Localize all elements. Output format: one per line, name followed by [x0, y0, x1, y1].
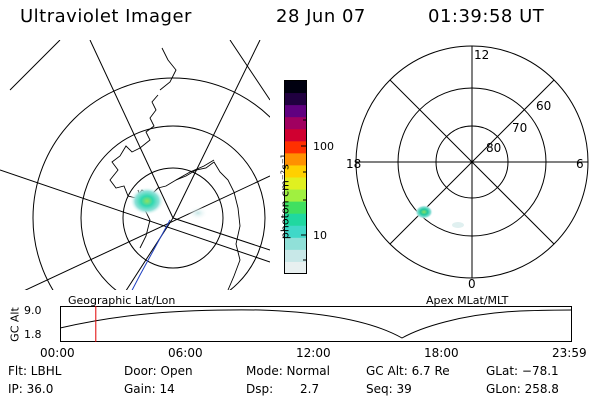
xtick-1800: 18:00 [424, 346, 459, 360]
door-info: Door: Open [124, 364, 193, 378]
emission-spot [130, 187, 164, 215]
colorbar [284, 80, 307, 274]
lat-circle-middle [80, 125, 266, 290]
colorbar-stripe [284, 189, 307, 202]
altitude-timeline [60, 306, 572, 342]
timeline-ytick-high: 9.0 [24, 304, 42, 317]
dsp-label: Dsp: [246, 382, 274, 396]
xtick-0000: 00:00 [40, 346, 75, 360]
mlt-label-18: 18 [346, 157, 361, 171]
mlt-label-0: 0 [468, 277, 476, 290]
colorbar-stripe [284, 116, 307, 130]
colorbar-stripe [284, 104, 307, 118]
glat-info: GLat: −78.1 [486, 364, 559, 378]
colorbar-stripe [284, 213, 307, 226]
colorbar-stripe [284, 128, 307, 142]
emission-spot-mag [415, 205, 433, 219]
mlt-label-12: 12 [474, 48, 489, 62]
lat-circle-outer [32, 77, 270, 290]
date-label: 28 Jun 07 [276, 6, 366, 27]
lat-circle-inner [122, 167, 224, 269]
colorbar-tick-100: 100 [313, 140, 334, 153]
geographic-map [0, 40, 270, 290]
timeline-ytick-low: 1.8 [24, 328, 42, 341]
colorbar-stripe [284, 152, 307, 166]
time-label: 01:39:58 UT [428, 6, 545, 27]
xtick-0600: 06:00 [168, 346, 203, 360]
colorbar-stripe [284, 261, 307, 274]
filter-info: Flt: LBHL [8, 364, 62, 378]
ip-info: IP: 36.0 [8, 382, 54, 396]
xtick-2359: 23:59 [552, 346, 587, 360]
xtick-1200: 12:00 [296, 346, 331, 360]
timeline-ylabel: GC Alt [8, 307, 22, 342]
mlat-label-80: 80 [486, 141, 501, 155]
mode-info: Mode: Normal [246, 364, 330, 378]
colorbar-stripe [284, 249, 307, 262]
orbit-track [131, 219, 171, 290]
gc-alt-info: GC Alt: 6.7 Re [366, 364, 450, 378]
colorbar-tick-10: 10 [313, 229, 327, 242]
colorbar-stripe [284, 237, 307, 250]
mlt-label-6: 6 [576, 157, 584, 171]
gain-info: Gain: 14 [124, 382, 175, 396]
glon-info: GLon: 258.8 [486, 382, 559, 396]
colorbar-stripe [284, 164, 307, 178]
mlat-label-60: 60 [536, 99, 551, 113]
colorbar-unit: photon cm⁻²s⁻¹ [278, 153, 292, 240]
colorbar-stripe [284, 80, 307, 94]
colorbar-stripe [284, 201, 307, 214]
mag-panel-label: Apex MLat/MLT [426, 294, 509, 307]
colorbar-stripe [284, 140, 307, 154]
magnetic-polar-plot: 12 18 6 0 60 70 80 [346, 45, 589, 290]
seq-info: Seq: 39 [366, 382, 412, 396]
app-title: Ultraviolet Imager [20, 6, 192, 27]
colorbar-stripe [284, 177, 307, 190]
mlat-label-70: 70 [512, 121, 527, 135]
altitude-curve [60, 309, 572, 339]
colorbar-stripe [284, 92, 307, 106]
dsp-value: 2.7 [300, 382, 320, 396]
geo-panel-label: Geographic Lat/Lon [68, 294, 176, 307]
